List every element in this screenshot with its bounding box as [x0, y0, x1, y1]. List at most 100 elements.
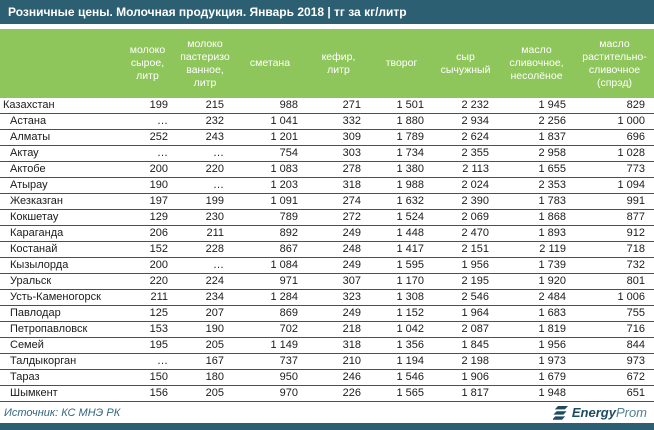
price-cell: 2 195 [433, 273, 498, 290]
table-row: Атырау 190… 1 203 318 1 988 2 024 2 353 1 094 [0, 177, 654, 194]
table-row: Усть-Каменогорск 211 234 1 284 323 1 308 2 546… [0, 289, 654, 306]
price-cell: 195 [118, 337, 177, 354]
price-cell: 1 739 [498, 257, 575, 274]
table-row: Астана… 232 1 041 332 1 880 2 934 2 256 1 000 [0, 113, 654, 130]
price-cell: 167 [177, 353, 233, 370]
price-cell: 732 [575, 257, 654, 274]
price-cell: 971 [233, 273, 307, 290]
price-cell: 332 [307, 113, 370, 130]
price-cell: 228 [177, 241, 233, 258]
price-cell: 274 [307, 193, 370, 210]
price-cell: 1 094 [575, 177, 654, 194]
price-cell: 246 [307, 369, 370, 386]
logo-text: EnergyProm [572, 405, 647, 420]
price-cell: 1 988 [370, 177, 433, 194]
row-label: Алматы [0, 129, 118, 146]
price-cell: 754 [233, 145, 307, 162]
price-cell: 211 [177, 225, 233, 242]
row-label: Петропавловск [0, 321, 118, 338]
header-cell-city [0, 29, 118, 98]
price-cell: 190 [177, 321, 233, 338]
row-label: Кызылорда [0, 257, 118, 274]
price-cell: 988 [233, 98, 307, 114]
price-cell: 1 565 [370, 385, 433, 402]
row-label: Павлодар [0, 305, 118, 322]
price-cell: 152 [118, 241, 177, 258]
price-cell: 129 [118, 209, 177, 226]
price-cell: 318 [307, 177, 370, 194]
price-cell: 950 [233, 369, 307, 386]
row-label: Шымкент [0, 385, 118, 402]
price-cell: 1 041 [233, 113, 307, 130]
price-cell: 200 [118, 257, 177, 274]
price-cell: 1 546 [370, 369, 433, 386]
price-cell: 1 683 [498, 305, 575, 322]
row-label: Казахстан [0, 98, 118, 114]
price-cell: 1 524 [370, 209, 433, 226]
price-cell: … [118, 145, 177, 162]
price-cell: 205 [177, 337, 233, 354]
table-header: молоко сырое, литр молоко пастеризо ванн… [0, 29, 654, 98]
price-cell: 1 203 [233, 177, 307, 194]
price-cell: 892 [233, 225, 307, 242]
price-cell: 180 [177, 369, 233, 386]
price-cell: 248 [307, 241, 370, 258]
price-cell: 773 [575, 161, 654, 178]
row-label: Караганда [0, 225, 118, 242]
price-cell: 801 [575, 273, 654, 290]
price-cell: 1 734 [370, 145, 433, 162]
row-label: Усть-Каменогорск [0, 289, 118, 306]
price-cell: 1 956 [433, 257, 498, 274]
table-row: Семей 195 205 1 149 318 1 356 1 845 1 956 844 [0, 337, 654, 354]
logo-text-light: Prom [615, 405, 647, 420]
price-cell: 672 [575, 369, 654, 386]
price-cell: 1 084 [233, 257, 307, 274]
price-cell: … [177, 257, 233, 274]
price-cell: 991 [575, 193, 654, 210]
price-cell: 1 964 [433, 305, 498, 322]
price-cell: 1 356 [370, 337, 433, 354]
price-cell: 2 390 [433, 193, 498, 210]
price-cell: 716 [575, 321, 654, 338]
price-cell: 199 [118, 98, 177, 114]
price-cell: 970 [233, 385, 307, 402]
header-row: молоко сырое, литр молоко пастеризо ванн… [0, 29, 654, 98]
price-cell: 1 655 [498, 161, 575, 178]
price-cell: 1 091 [233, 193, 307, 210]
header-cell-pasteurized-milk: молоко пастеризо ванное, литр [177, 29, 233, 98]
price-cell: 1 893 [498, 225, 575, 242]
price-cell: 211 [118, 289, 177, 306]
price-cell: 220 [118, 273, 177, 290]
price-cell: 1 817 [433, 385, 498, 402]
price-cell: 206 [118, 225, 177, 242]
price-cell: 243 [177, 129, 233, 146]
price-cell: 278 [307, 161, 370, 178]
price-cell: 2 484 [498, 289, 575, 306]
price-cell: 199 [177, 193, 233, 210]
price-cell: 1 448 [370, 225, 433, 242]
row-label: Атырау [0, 177, 118, 194]
price-cell: … [177, 145, 233, 162]
price-cell: 2 256 [498, 113, 575, 130]
price-cell: 1 948 [498, 385, 575, 402]
row-label: Жезказган [0, 193, 118, 210]
row-label: Кокшетау [0, 209, 118, 226]
price-cell: 249 [307, 225, 370, 242]
table-row: Уральск 220 224 971 307 1 170 2 195 1 920 801 [0, 273, 654, 290]
price-cell: 125 [118, 305, 177, 322]
price-cell: 1 501 [370, 98, 433, 114]
price-cell: 1 417 [370, 241, 433, 258]
price-cell: 1 028 [575, 145, 654, 162]
logo-text-bold: Energy [571, 405, 616, 420]
header-cell-spread: масло растительно- сливочное (спрэд) [575, 29, 654, 98]
prices-table: молоко сырое, литр молоко пастеризо ванн… [0, 29, 654, 402]
price-cell: 2 958 [498, 145, 575, 162]
table-body: Казахстан 199 215 988 271 1 501 2 232 1 945 829 А… [0, 98, 654, 402]
header-cell-rennet-cheese: сыр сычужный [433, 29, 498, 98]
price-cell: 1 000 [575, 113, 654, 130]
price-cell: 2 232 [433, 98, 498, 114]
price-cell: 1 783 [498, 193, 575, 210]
price-cell: 210 [307, 353, 370, 370]
price-cell: 150 [118, 369, 177, 386]
